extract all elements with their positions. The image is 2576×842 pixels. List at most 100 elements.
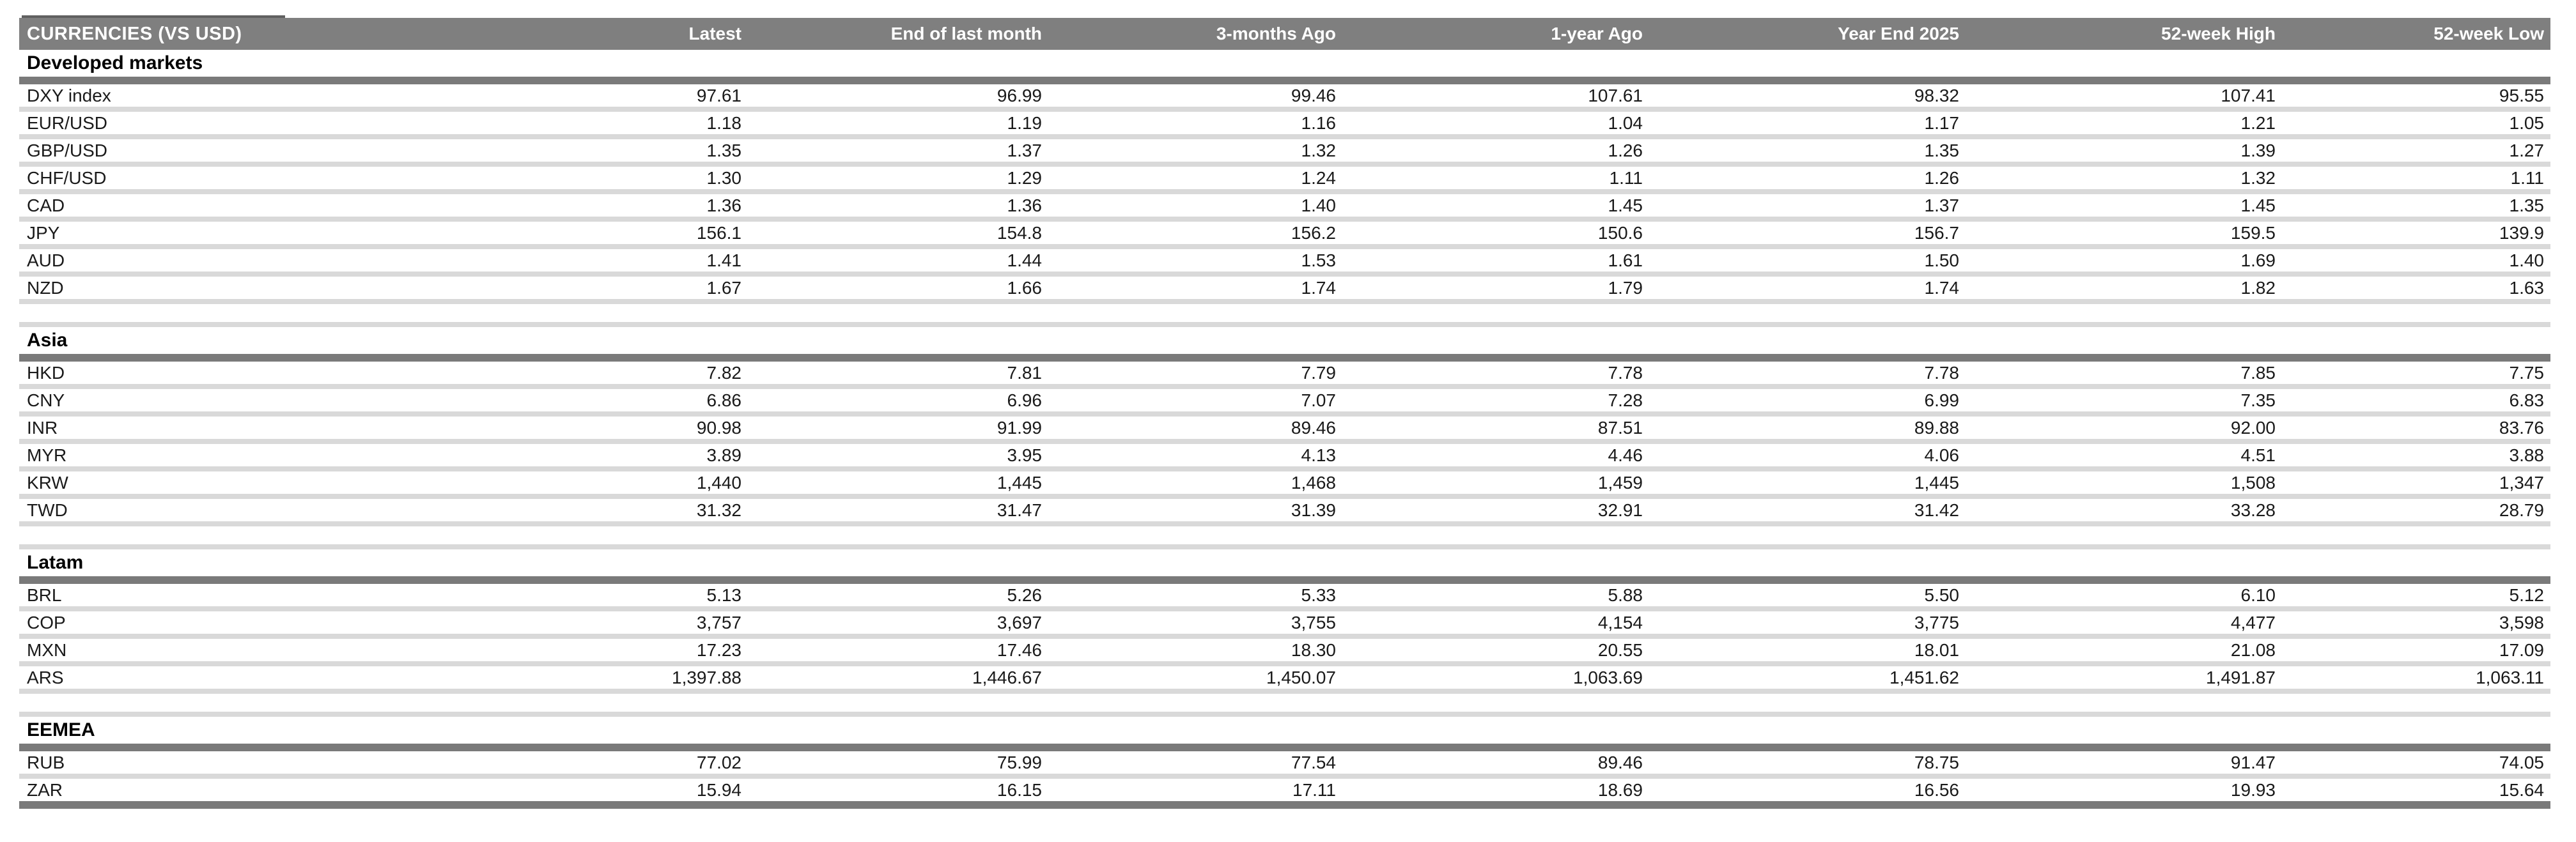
section-title-latam: Latam — [27, 552, 84, 573]
row-divider — [19, 162, 2550, 167]
value-cell: 98.32 — [1914, 86, 1959, 105]
value-cell: 4,154 — [1597, 613, 1643, 632]
value-cell: 1.35 — [1924, 141, 1960, 160]
value-cell: 1,445 — [1914, 473, 1959, 493]
value-cell: 20.55 — [1597, 640, 1643, 660]
row-divider — [19, 661, 2550, 666]
table-row: AUD 1.41 1.44 1.53 1.61 1.50 1.69 1.40 — [19, 249, 2550, 272]
value-cell: 1.37 — [1924, 195, 1960, 215]
value-cell: 91.47 — [2230, 753, 2276, 772]
value-cell: 77.02 — [696, 753, 741, 772]
value-cell: 97.61 — [696, 86, 741, 105]
value-cell: 139.9 — [2499, 223, 2544, 243]
value-cell: 5.88 — [1608, 585, 1643, 605]
row-divider — [19, 466, 2550, 471]
table-row: BRL 5.13 5.26 5.33 5.88 5.50 6.10 5.12 — [19, 584, 2550, 606]
value-cell: 156.2 — [1291, 223, 1336, 243]
row-label: CHF/USD — [27, 168, 107, 188]
value-cell: 19.93 — [2230, 780, 2276, 800]
table-row: JPY 156.1 154.8 156.2 150.6 156.7 159.5 139.9 — [19, 222, 2550, 244]
row-label: COP — [27, 613, 66, 632]
row-divider — [19, 494, 2550, 499]
value-cell: 1.11 — [2510, 168, 2544, 188]
value-cell: 154.8 — [997, 223, 1042, 243]
table-row: RUB 77.02 75.99 77.54 89.46 78.75 91.47 74.05 — [19, 751, 2550, 774]
column-header-52-week-low: 52-week Low — [2433, 24, 2544, 43]
value-cell: 95.55 — [2499, 86, 2544, 105]
value-cell: 3,755 — [1291, 613, 1336, 632]
value-cell: 1,063.69 — [1573, 668, 1643, 687]
table-title: CURRENCIES (VS USD) — [27, 24, 242, 44]
row-label: EUR/USD — [27, 113, 108, 133]
value-cell: 1.79 — [1608, 278, 1643, 298]
value-cell: 1.35 — [2509, 195, 2545, 215]
row-label: KRW — [27, 473, 68, 493]
value-cell: 1.39 — [2240, 141, 2276, 160]
value-cell: 6.10 — [2240, 585, 2276, 605]
value-cell: 99.46 — [1291, 86, 1336, 105]
row-divider — [19, 634, 2550, 639]
value-cell: 1.53 — [1301, 250, 1337, 270]
value-cell: 89.88 — [1914, 418, 1959, 438]
table-row: TWD 31.32 31.47 31.39 32.91 31.42 33.28 28.79 — [19, 499, 2550, 521]
value-cell: 1.29 — [1007, 168, 1043, 188]
value-cell: 91.99 — [997, 418, 1042, 438]
table-row: GBP/USD 1.35 1.37 1.32 1.26 1.35 1.39 1.27 — [19, 139, 2550, 162]
value-cell: 89.46 — [1291, 418, 1336, 438]
value-cell: 1.26 — [1924, 168, 1960, 188]
table-row: CAD 1.36 1.36 1.40 1.45 1.37 1.45 1.35 — [19, 194, 2550, 217]
value-cell: 17.23 — [696, 640, 741, 660]
value-cell: 3,697 — [997, 613, 1042, 632]
section-gap — [19, 694, 2550, 712]
value-cell: 1.45 — [1608, 195, 1643, 215]
value-cell: 75.99 — [997, 753, 1042, 772]
row-divider — [19, 107, 2550, 112]
value-cell: 5.13 — [706, 585, 742, 605]
row-divider — [19, 439, 2550, 444]
value-cell: 4,477 — [2230, 613, 2276, 632]
row-label: DXY index — [27, 86, 111, 105]
table-body: Developed markets DXY index 97.61 96.99 99.4… — [19, 50, 2550, 809]
row-label: ARS — [27, 668, 64, 687]
value-cell: 1,397.88 — [672, 668, 741, 687]
value-cell: 21.08 — [2230, 640, 2276, 660]
value-cell: 3.95 — [1007, 445, 1043, 465]
section-gap-rule — [19, 712, 2550, 717]
row-label: CNY — [27, 390, 65, 410]
value-cell: 1.50 — [1924, 250, 1960, 270]
value-cell: 1.18 — [706, 113, 742, 133]
value-cell: 16.56 — [1914, 780, 1959, 800]
value-cell: 18.01 — [1914, 640, 1959, 660]
value-cell: 1.35 — [706, 141, 742, 160]
table-row: ARS 1,397.88 1,446.67 1,450.07 1,063.69 1,451… — [19, 666, 2550, 689]
row-label: NZD — [27, 278, 64, 298]
value-cell: 156.1 — [696, 223, 741, 243]
section-gap-rule — [19, 322, 2550, 327]
value-cell: 1.37 — [1007, 141, 1043, 160]
value-cell: 77.54 — [1291, 753, 1336, 772]
row-divider — [19, 411, 2550, 417]
row-divider — [19, 384, 2550, 389]
section-gap — [19, 526, 2550, 544]
table-row: CHF/USD 1.30 1.29 1.24 1.11 1.26 1.32 1.11 — [19, 167, 2550, 189]
table-row: ZAR 15.94 16.15 17.11 18.69 16.56 19.93 15.64 — [19, 779, 2550, 801]
value-cell: 107.41 — [2221, 86, 2276, 105]
value-cell: 1.19 — [1007, 113, 1043, 133]
section-title-eemea: EEMEA — [27, 719, 95, 740]
value-cell: 1,508 — [2230, 473, 2276, 493]
value-cell: 4.13 — [1301, 445, 1337, 465]
value-cell: 7.07 — [1301, 390, 1337, 410]
row-divider — [19, 217, 2550, 222]
value-cell: 78.75 — [1914, 753, 1959, 772]
value-cell: 6.99 — [1924, 390, 1960, 410]
value-cell: 3,598 — [2499, 613, 2544, 632]
table-row: INR 90.98 91.99 89.46 87.51 89.88 92.00 83.76 — [19, 417, 2550, 439]
row-divider — [19, 689, 2550, 694]
value-cell: 7.78 — [1608, 363, 1643, 383]
table-row: CNY 6.86 6.96 7.07 7.28 6.99 7.35 6.83 — [19, 389, 2550, 411]
value-cell: 1.67 — [706, 278, 742, 298]
value-cell: 1.82 — [2240, 278, 2276, 298]
row-label: RUB — [27, 753, 65, 772]
value-cell: 1.30 — [706, 168, 742, 188]
